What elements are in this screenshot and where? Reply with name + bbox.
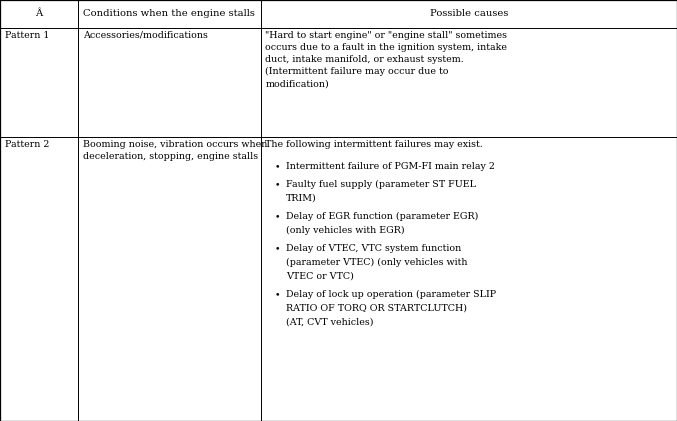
Text: Accessories/modifications: Accessories/modifications bbox=[83, 31, 207, 40]
Text: Conditions when the engine stalls: Conditions when the engine stalls bbox=[83, 9, 255, 19]
Text: Â: Â bbox=[35, 9, 43, 19]
Text: Delay of lock up operation (parameter SLIP: Delay of lock up operation (parameter SL… bbox=[286, 290, 496, 299]
Text: Delay of EGR function (parameter EGR): Delay of EGR function (parameter EGR) bbox=[286, 212, 479, 221]
Text: (AT, CVT vehicles): (AT, CVT vehicles) bbox=[286, 318, 374, 327]
Text: Booming noise, vibration occurs when
deceleration, stopping, engine stalls: Booming noise, vibration occurs when dec… bbox=[83, 140, 267, 161]
Text: "Hard to start engine" or "engine stall" sometimes
occurs due to a fault in the : "Hard to start engine" or "engine stall"… bbox=[265, 31, 507, 88]
Text: The following intermittent failures may exist.: The following intermittent failures may … bbox=[265, 140, 483, 149]
Text: Pattern 1: Pattern 1 bbox=[5, 31, 49, 40]
Text: •: • bbox=[275, 244, 280, 253]
Text: (only vehicles with EGR): (only vehicles with EGR) bbox=[286, 226, 405, 235]
Text: •: • bbox=[275, 212, 280, 221]
Text: TRIM): TRIM) bbox=[286, 194, 317, 203]
Text: Pattern 2: Pattern 2 bbox=[5, 140, 49, 149]
Text: (parameter VTEC) (only vehicles with: (parameter VTEC) (only vehicles with bbox=[286, 258, 468, 267]
Text: RATIO OF TORQ OR STARTCLUTCH): RATIO OF TORQ OR STARTCLUTCH) bbox=[286, 304, 467, 313]
Text: •: • bbox=[275, 162, 280, 171]
Text: VTEC or VTC): VTEC or VTC) bbox=[286, 272, 354, 281]
Text: Intermittent failure of PGM-FI main relay 2: Intermittent failure of PGM-FI main rela… bbox=[286, 162, 496, 171]
Text: Possible causes: Possible causes bbox=[430, 9, 508, 19]
Text: •: • bbox=[275, 180, 280, 189]
Text: Delay of VTEC, VTC system function: Delay of VTEC, VTC system function bbox=[286, 244, 462, 253]
Text: Faulty fuel supply (parameter ST FUEL: Faulty fuel supply (parameter ST FUEL bbox=[286, 180, 477, 189]
Text: •: • bbox=[275, 290, 280, 299]
